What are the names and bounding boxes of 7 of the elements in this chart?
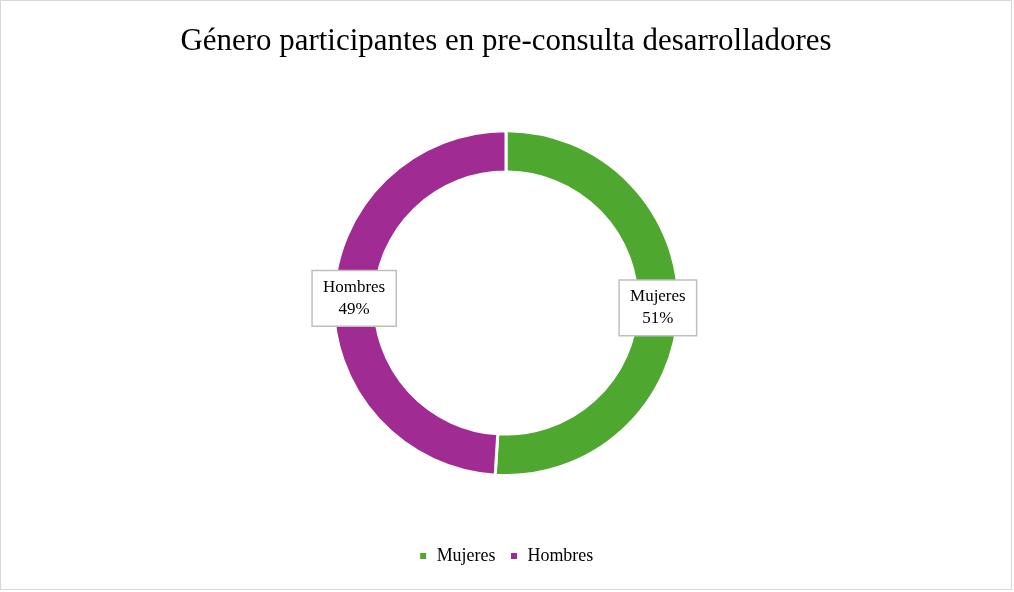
slice-label: Mujeres [630, 286, 686, 306]
slice-label: Hombres [323, 276, 386, 296]
data-label: 49% [338, 298, 370, 318]
legend-label: Hombres [527, 544, 594, 565]
legend-label: Mujeres [436, 544, 496, 565]
chart-title: Género participantes en pre-consulta desarrolladores [180, 21, 832, 57]
data-label: 51% [642, 308, 674, 328]
